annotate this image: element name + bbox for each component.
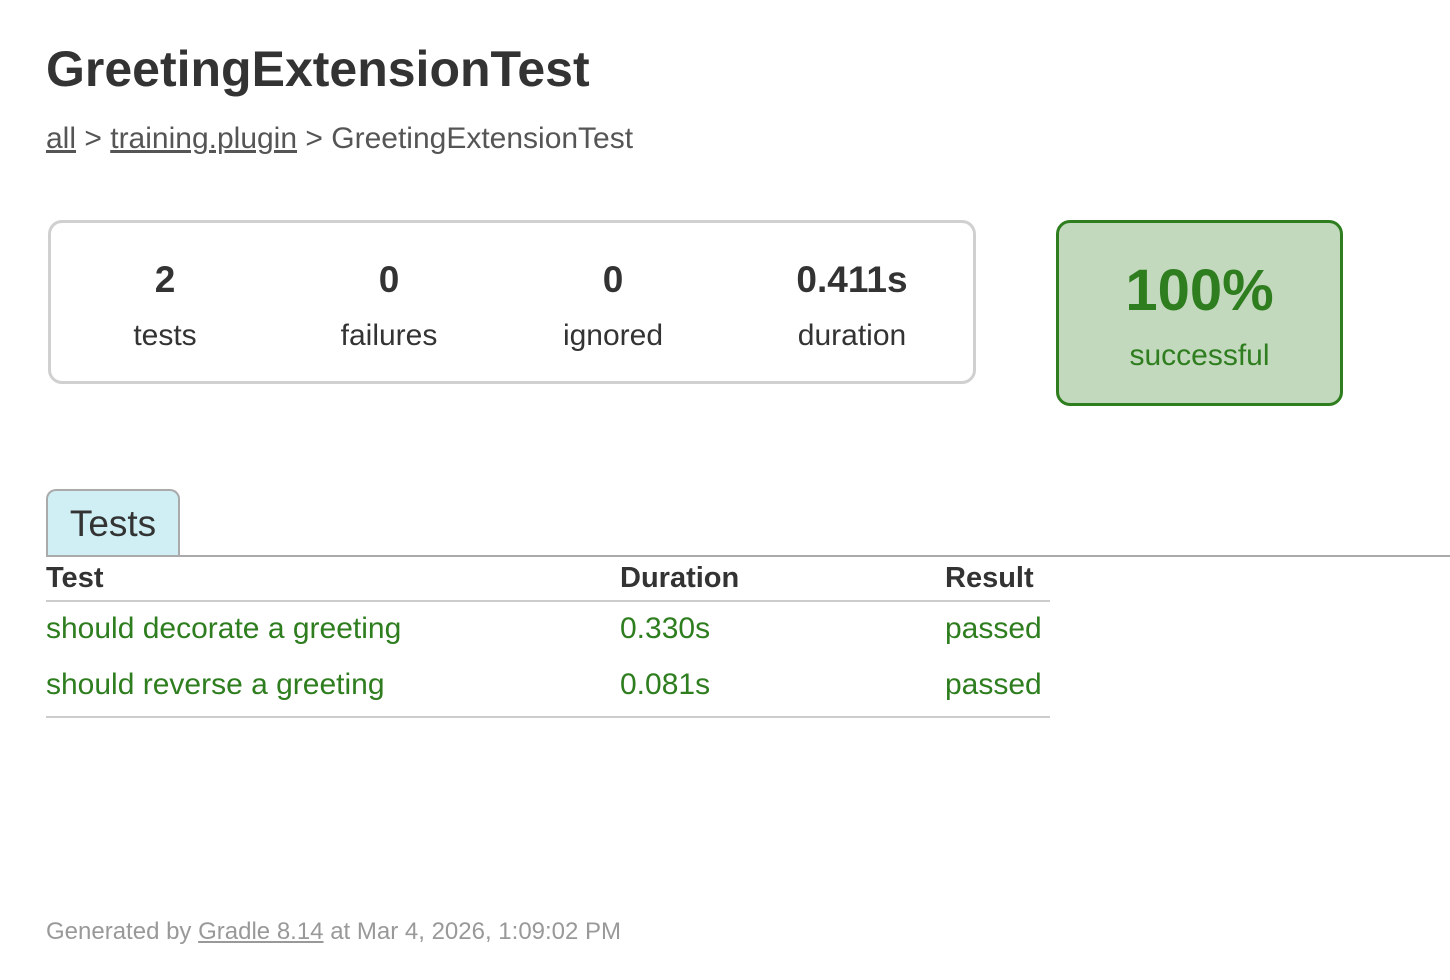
- failures-count: 0: [378, 259, 400, 300]
- success-label: successful: [1129, 339, 1270, 372]
- breadcrumb-link-all[interactable]: all: [46, 122, 77, 155]
- footer-prefix: Generated by: [46, 918, 192, 945]
- test-result: passed: [945, 668, 1042, 701]
- test-result: passed: [945, 612, 1042, 645]
- tab-divider: [46, 555, 1450, 557]
- success-percent: 100%: [1125, 258, 1274, 323]
- success-rate-box: 100% successful: [1056, 220, 1343, 406]
- test-name: should reverse a greeting: [46, 668, 385, 701]
- tests-label: tests: [133, 319, 197, 352]
- duration-value: 0.411s: [796, 259, 908, 300]
- table-row: should reverse a greeting 0.081s passed: [46, 658, 1050, 718]
- test-duration: 0.330s: [620, 612, 711, 645]
- duration-label: duration: [797, 319, 907, 352]
- breadcrumb-separator: >: [305, 122, 323, 155]
- tab-tests[interactable]: Tests: [46, 489, 180, 557]
- breadcrumb-link-package[interactable]: training.plugin: [110, 122, 298, 155]
- breadcrumb: all > training.plugin > GreetingExtensio…: [46, 122, 633, 156]
- tests-table: Test Duration Result should decorate a g…: [46, 560, 1050, 718]
- tests-count: 2: [154, 259, 176, 300]
- footer-timestamp: at Mar 4, 2026, 1:09:02 PM: [330, 918, 622, 945]
- ignored-label: ignored: [562, 319, 664, 352]
- table-row: should decorate a greeting 0.330s passed: [46, 602, 1050, 658]
- table-header: Test Duration Result: [46, 560, 1050, 602]
- header-duration: Duration: [620, 562, 740, 594]
- gradle-link[interactable]: Gradle 8.14: [198, 918, 324, 945]
- page-title: GreetingExtensionTest: [46, 41, 590, 97]
- footer: Generated by Gradle 8.14 at Mar 4, 2026,…: [46, 918, 621, 946]
- breadcrumb-current: GreetingExtensionTest: [331, 122, 634, 155]
- header-test: Test: [46, 562, 104, 594]
- header-result: Result: [945, 562, 1034, 594]
- summary-box: 2 tests 0 failures 0 ignored 0.411s dura…: [48, 220, 976, 384]
- test-name: should decorate a greeting: [46, 612, 402, 645]
- breadcrumb-separator: >: [84, 122, 102, 155]
- test-duration: 0.081s: [620, 668, 711, 701]
- ignored-count: 0: [602, 259, 624, 300]
- failures-label: failures: [340, 319, 438, 352]
